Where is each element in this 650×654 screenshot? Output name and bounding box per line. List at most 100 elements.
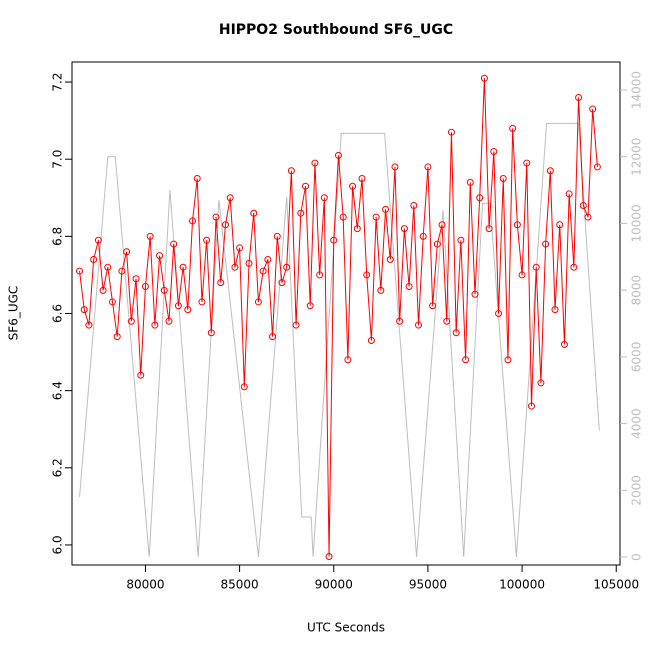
data-point: [358, 174, 366, 182]
data-point: [424, 163, 432, 171]
x-tick-label: 100000: [499, 578, 545, 592]
data-point: [156, 252, 164, 260]
data-point: [391, 163, 399, 171]
data-point: [231, 263, 239, 271]
data-point: [377, 286, 385, 294]
data-point: [240, 383, 248, 391]
y2-tick-label: 2000: [630, 475, 644, 506]
data-point: [90, 255, 98, 263]
data-point: [513, 221, 521, 229]
y-tick-label: 6.4: [51, 381, 65, 400]
x-tick-label: 95000: [409, 578, 447, 592]
data-point: [259, 267, 267, 275]
y-tick-label: 6.2: [51, 458, 65, 477]
data-point: [504, 356, 512, 364]
data-point: [485, 225, 493, 233]
data-point: [184, 306, 192, 314]
data-point: [499, 174, 507, 182]
y-tick-label: 7.2: [51, 73, 65, 92]
data-point: [405, 282, 413, 290]
chart-title: HIPPO2 Southbound SF6_UGC: [219, 22, 453, 38]
data-point: [302, 182, 310, 190]
data-point: [316, 271, 324, 279]
data-point: [212, 213, 220, 221]
data-point: [80, 306, 88, 314]
data-point: [330, 236, 338, 244]
y-axis-label: SF6_UGC: [7, 286, 21, 341]
data-point: [179, 263, 187, 271]
data-point: [311, 159, 319, 167]
x-tick-label: 80000: [126, 578, 164, 592]
data-point: [372, 213, 380, 221]
series-line: [79, 122, 600, 558]
data-point: [245, 259, 253, 267]
data-point: [160, 286, 168, 294]
data-point: [198, 298, 206, 306]
data-point: [565, 190, 573, 198]
series-line: [79, 78, 598, 557]
data-point: [118, 267, 126, 275]
data-point: [532, 263, 540, 271]
data-point: [490, 147, 498, 155]
data-point: [273, 232, 281, 240]
data-point: [579, 201, 587, 209]
data-point: [560, 340, 568, 348]
data-point: [123, 248, 131, 256]
data-point: [518, 271, 526, 279]
data-point: [480, 74, 488, 82]
data-point: [593, 163, 601, 171]
data-point: [551, 306, 559, 314]
data-point: [151, 321, 159, 329]
data-point: [113, 333, 121, 341]
data-point: [250, 209, 258, 217]
data-point: [471, 290, 479, 298]
data-point: [108, 298, 116, 306]
y-tick-label: 6.8: [51, 227, 65, 246]
x-tick-label: 90000: [315, 578, 353, 592]
data-point: [297, 209, 305, 217]
data-point: [193, 174, 201, 182]
y-tick-label: 6.0: [51, 535, 65, 554]
data-point: [76, 267, 84, 275]
x-axis-label: UTC Seconds: [307, 621, 385, 635]
y2-tick-label: 12000: [630, 138, 644, 176]
y2-tick-label: 6000: [630, 342, 644, 373]
data-point: [537, 379, 545, 387]
data-point: [353, 225, 361, 233]
data-point: [221, 221, 229, 229]
data-point: [85, 321, 93, 329]
data-point: [589, 105, 597, 113]
data-point: [433, 240, 441, 248]
data-point: [339, 213, 347, 221]
data-point: [217, 279, 225, 287]
data-point: [94, 236, 102, 244]
data-point: [466, 178, 474, 186]
data-point: [527, 402, 535, 410]
data-point: [400, 225, 408, 233]
data-point: [349, 182, 357, 190]
y-tick-label: 6.6: [51, 304, 65, 323]
y2-tick-label: 4000: [630, 408, 644, 439]
y2-tick-label: 8000: [630, 275, 644, 306]
data-point: [146, 232, 154, 240]
x-tick-label: 105000: [593, 578, 639, 592]
y2-tick-label: 0: [630, 553, 644, 561]
data-point: [325, 553, 333, 561]
data-point: [127, 317, 135, 325]
y2-tick-label: 14000: [630, 71, 644, 109]
data-point: [165, 317, 173, 325]
data-point: [334, 151, 342, 159]
data-point: [132, 275, 140, 283]
data-point: [99, 286, 107, 294]
data-point: [344, 356, 352, 364]
x-tick-label: 85000: [221, 578, 259, 592]
data-point: [386, 255, 394, 263]
data-point: [287, 167, 295, 175]
data-point: [189, 217, 197, 225]
data-point: [137, 371, 145, 379]
data-point: [575, 93, 583, 101]
data-point: [523, 159, 531, 167]
data-point: [367, 337, 375, 345]
